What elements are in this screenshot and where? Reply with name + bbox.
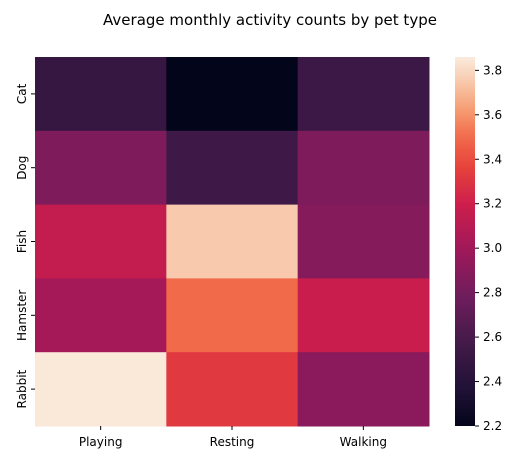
colorbar-tick-label: 2.2 <box>483 419 502 433</box>
heatmap-cell-cat-playing <box>35 57 167 132</box>
heatmap-cell-rabbit-resting <box>166 352 299 427</box>
heatmap-cell-fish-resting <box>166 204 299 279</box>
heatmap-cell-hamster-walking <box>297 278 430 353</box>
heatmap-cell-dog-walking <box>297 130 430 206</box>
y-tick-label-rabbit: Rabbit <box>15 369 29 408</box>
heatmap-cell-rabbit-walking <box>297 352 430 427</box>
y-axis: Cat Dog Fish Hamster Rabbit <box>15 83 35 408</box>
heatmap-cell-hamster-playing <box>35 278 167 353</box>
heatmap-cells <box>35 57 430 427</box>
colorbar-ticks: 2.2 2.4 2.6 2.8 3.0 3.2 3.4 3.6 3.8 <box>475 63 502 433</box>
colorbar-tick-label: 3.6 <box>483 108 502 122</box>
heatmap-cell-rabbit-playing <box>35 352 167 427</box>
heatmap-cell-fish-walking <box>297 204 430 279</box>
x-tick-label-walking: Walking <box>340 435 387 449</box>
colorbar-tick-label: 3.4 <box>483 152 502 166</box>
colorbar-tick-label: 3.2 <box>483 197 502 211</box>
colorbar-tick-label: 2.8 <box>483 286 502 300</box>
heatmap-cell-cat-resting <box>166 57 299 132</box>
chart-title: Average monthly activity counts by pet t… <box>103 11 437 29</box>
y-tick-label-cat: Cat <box>15 83 29 104</box>
colorbar-gradient <box>455 57 475 426</box>
x-tick-label-playing: Playing <box>79 435 123 449</box>
heatmap-cell-dog-resting <box>166 130 299 206</box>
colorbar-tick-label: 3.0 <box>483 241 502 255</box>
heatmap-cell-cat-walking <box>297 57 430 132</box>
y-tick-label-hamster: Hamster <box>15 290 29 341</box>
x-axis: Playing Resting Walking <box>79 426 387 449</box>
colorbar: 2.2 2.4 2.6 2.8 3.0 3.2 3.4 3.6 3.8 <box>455 57 502 433</box>
x-tick-label-resting: Resting <box>210 435 255 449</box>
colorbar-tick-label: 3.8 <box>483 63 502 77</box>
y-tick-label-fish: Fish <box>15 230 29 253</box>
heatmap-cell-dog-playing <box>35 130 167 206</box>
heatmap-cell-fish-playing <box>35 204 167 279</box>
y-tick-label-dog: Dog <box>15 156 29 180</box>
colorbar-tick-label: 2.4 <box>483 375 502 389</box>
heatmap-cell-hamster-resting <box>166 278 299 353</box>
colorbar-tick-label: 2.6 <box>483 330 502 344</box>
